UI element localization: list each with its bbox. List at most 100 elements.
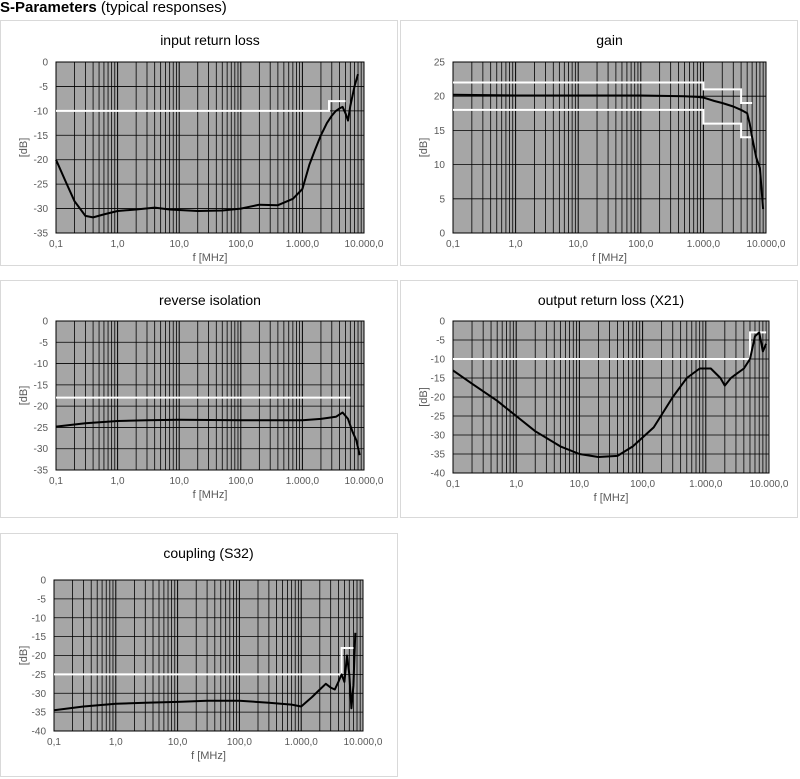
y-tick-label: -35	[34, 229, 49, 240]
y-tick-label: 15	[434, 126, 446, 137]
y-tick-label: -5	[436, 336, 445, 347]
x-tick-label: 1,0	[509, 239, 523, 250]
x-tick-label: 100,0	[228, 239, 253, 250]
chart-output-return-loss: output return loss (X21) -40 -35 -30 -25 -20 -…	[400, 280, 798, 518]
series-line	[55, 73, 359, 219]
y-tick-label: -35	[32, 708, 47, 719]
x-tick-label: 10,0	[568, 239, 588, 250]
x-tick-label: 10.000,0	[345, 239, 384, 250]
y-tick-label: -10	[431, 355, 446, 366]
y-tick-label: 0	[439, 229, 445, 240]
series-line	[53, 632, 357, 712]
y-axis-label: [dB]	[18, 386, 30, 406]
chart-title: gain	[596, 32, 622, 48]
x-tick-label: 10.000,0	[747, 239, 786, 250]
y-tick-label: -30	[34, 204, 49, 215]
chart-svg: reverse isolation -35 -30 -25 -20 -15 -10 -5 0 0,…	[18, 292, 384, 501]
y-tick-label: -5	[39, 338, 48, 349]
page-heading: S-Parameters (typical responses)	[0, 0, 227, 16]
page-heading-bold: S-Parameters	[0, 0, 97, 16]
y-tick-label: 5	[439, 194, 445, 205]
x-tick-label: 0,1	[446, 239, 460, 250]
y-tick-label: -5	[37, 594, 46, 605]
limit-line	[453, 81, 753, 104]
limit-line	[453, 108, 753, 139]
plot-frame	[55, 320, 365, 471]
chart-title: output return loss (X21)	[538, 292, 684, 308]
y-tick-label: -20	[34, 402, 49, 413]
x-tick-label: 0,1	[446, 479, 460, 490]
y-tick-label: -40	[32, 727, 47, 738]
plot-area	[453, 62, 766, 233]
x-tick-label: 10,0	[168, 737, 188, 748]
x-tick-label: 10,0	[169, 239, 189, 250]
chart-svg: input return loss -35 -30 -25 -20 -15 -10 -5 0 0,…	[18, 32, 384, 264]
x-tick-label: 1.000,0	[286, 476, 320, 487]
y-tick-label: -30	[32, 689, 47, 700]
y-tick-label: -15	[34, 380, 49, 391]
x-axis-label: f [MHz]	[193, 489, 228, 501]
x-tick-label: 1.000,0	[285, 737, 319, 748]
y-tick-label: -25	[34, 423, 49, 434]
page-heading-rest: (typical responses)	[96, 0, 227, 16]
chart-title: reverse isolation	[159, 292, 261, 308]
y-tick-label: -25	[32, 670, 47, 681]
y-tick-label: 0	[42, 317, 48, 328]
series-line	[452, 331, 768, 458]
x-tick-label: 0,1	[49, 239, 63, 250]
chart-coupling: coupling (S32) -40 -35 -30 -25 -20 -15 -10 -5 0 0,…	[0, 533, 398, 777]
y-tick-label: -10	[34, 359, 49, 370]
plot-frame	[452, 320, 770, 474]
x-tick-label: 10.000,0	[344, 737, 383, 748]
chart-gain: gain 0 5 10 15 20 25 0,1 1,0 10,0 100,0 1.000,0 10.0…	[400, 20, 798, 266]
plot-frame	[452, 61, 767, 234]
limit-line	[54, 647, 354, 676]
x-axis-label: f [MHz]	[193, 252, 228, 264]
y-axis-label: [dB]	[18, 138, 30, 158]
plot-area	[56, 321, 364, 470]
y-tick-label: 10	[434, 160, 446, 171]
y-tick-label: -25	[431, 412, 446, 423]
y-tick-label: -30	[431, 431, 446, 442]
y-tick-label: -5	[39, 82, 48, 93]
x-tick-label: 1.000,0	[687, 239, 721, 250]
x-tick-label: 10,0	[570, 479, 590, 490]
y-tick-label: 20	[434, 92, 446, 103]
x-axis-label: f [MHz]	[191, 750, 226, 762]
x-tick-label: 1.000,0	[286, 239, 320, 250]
x-tick-label: 100,0	[628, 239, 653, 250]
x-tick-label: 1.000,0	[689, 479, 723, 490]
y-tick-label: -15	[431, 374, 446, 385]
y-axis-label: [dB]	[18, 646, 30, 666]
x-tick-label: 10,0	[169, 476, 189, 487]
x-tick-label: 100,0	[227, 737, 252, 748]
y-tick-label: 25	[434, 58, 446, 69]
y-tick-label: 0	[42, 58, 48, 69]
series-line	[55, 411, 361, 456]
chart-svg: output return loss (X21) -40 -35 -30 -25 -20 -…	[418, 292, 789, 504]
chart-reverse-isolation: reverse isolation -35 -30 -25 -20 -15 -10 -5 0 0,…	[0, 280, 398, 518]
x-axis-label: f [MHz]	[594, 492, 629, 504]
x-tick-label: 1,0	[509, 479, 523, 490]
y-tick-label: -35	[34, 466, 49, 477]
plot-area	[56, 62, 364, 233]
chart-svg: gain 0 5 10 15 20 25 0,1 1,0 10,0 100,0 1.000,0 10.0…	[418, 32, 786, 264]
x-tick-label: 100,0	[630, 479, 655, 490]
chart-svg: coupling (S32) -40 -35 -30 -25 -20 -15 -10 -5 0 0,…	[18, 545, 383, 762]
y-axis-label: [dB]	[418, 138, 430, 158]
chart-title: input return loss	[160, 32, 260, 48]
x-tick-label: 10.000,0	[750, 479, 789, 490]
y-tick-label: 0	[439, 317, 445, 328]
y-tick-label: -20	[32, 651, 47, 662]
x-tick-label: 1,0	[111, 239, 125, 250]
y-tick-label: -20	[431, 393, 446, 404]
plot-frame	[55, 61, 365, 234]
y-tick-label: -35	[431, 450, 446, 461]
x-tick-label: 1,0	[109, 737, 123, 748]
series-line	[452, 93, 765, 210]
y-tick-label: 0	[40, 576, 46, 587]
plot-frame	[53, 579, 364, 732]
x-tick-label: 0,1	[49, 476, 63, 487]
x-tick-label: 10.000,0	[345, 476, 384, 487]
x-axis-label: f [MHz]	[592, 252, 627, 264]
